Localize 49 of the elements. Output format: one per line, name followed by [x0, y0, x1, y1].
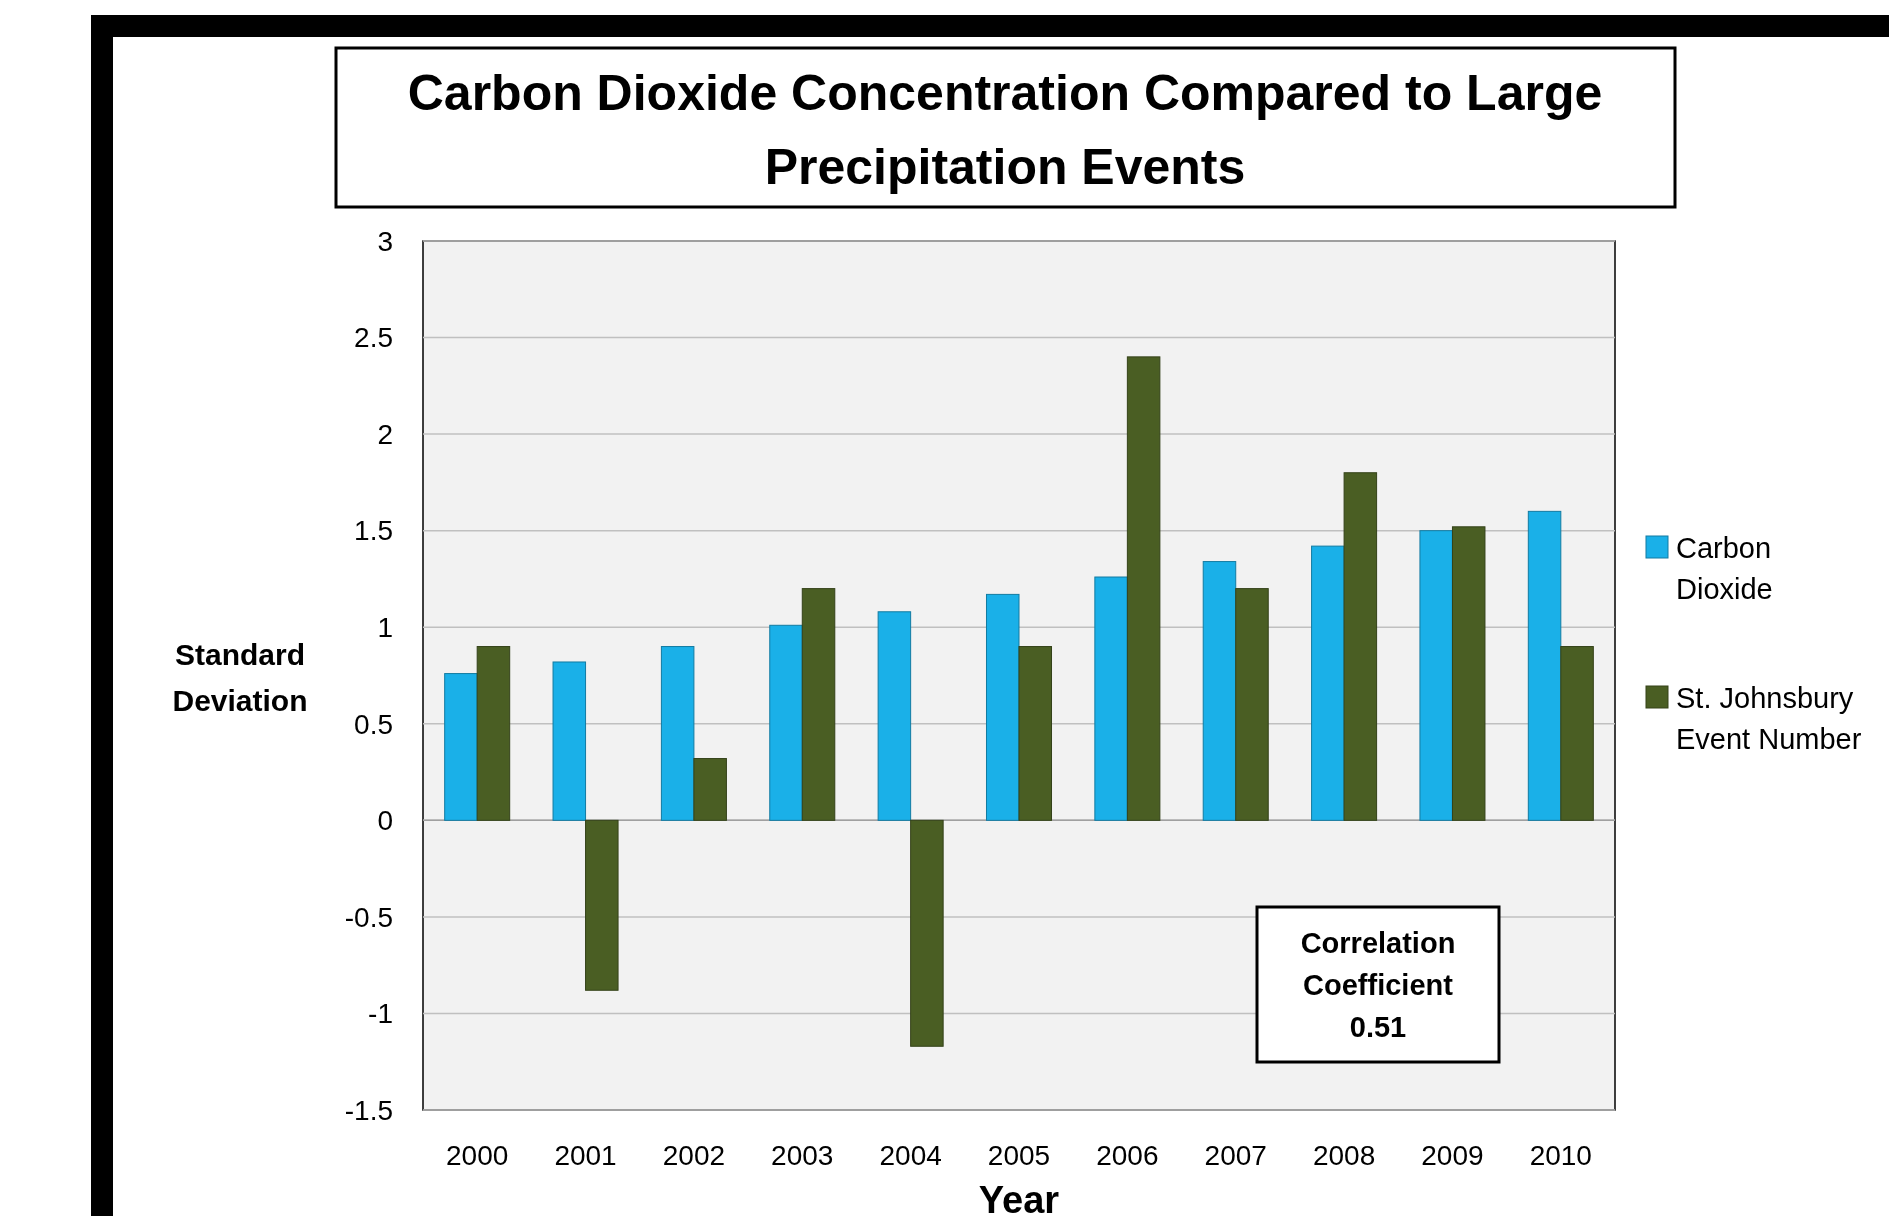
y-tick-label: 0.5 — [354, 708, 393, 740]
y-tick-label: -1 — [368, 998, 393, 1030]
bar — [1126, 356, 1161, 821]
x-tick-label: 2008 — [1312, 1140, 1376, 1171]
bar — [1311, 545, 1345, 821]
y-tick-label: 0 — [377, 805, 393, 837]
bar — [769, 624, 803, 821]
legend-label: Carbon Dioxide — [1676, 532, 1773, 605]
bar — [877, 611, 912, 821]
x-tick-label: 2009 — [1421, 1140, 1484, 1171]
bar — [1202, 561, 1237, 821]
x-tick-label: 2001 — [554, 1140, 617, 1171]
bar — [1094, 576, 1128, 821]
bar — [1235, 588, 1269, 821]
x-axis-title: Year — [978, 1179, 1060, 1216]
y-tick-label: -0.5 — [344, 901, 393, 933]
legend-label: St. Johnsbury Event Number — [1676, 682, 1862, 755]
bar — [1451, 526, 1486, 821]
y-tick-label: 1 — [377, 612, 393, 644]
bar — [444, 673, 478, 821]
bar — [693, 758, 727, 821]
y-tick-label: 2 — [377, 418, 393, 450]
bar — [1560, 646, 1594, 821]
x-tick-label: 2004 — [879, 1140, 942, 1171]
bar — [660, 646, 695, 821]
x-tick-label: 2005 — [987, 1140, 1051, 1171]
bar — [910, 819, 944, 1047]
y-tick-label: 1.5 — [354, 515, 393, 547]
bar — [985, 593, 1020, 821]
x-tick-label: 2006 — [1096, 1140, 1159, 1171]
bar — [801, 588, 836, 821]
annotation: Correlation Coefficient 0.51 — [1300, 927, 1456, 1043]
x-tick-label: 2007 — [1204, 1140, 1267, 1171]
chart-title: Carbon Dioxide Concentration Compared to Large Precipitation Events — [407, 65, 1603, 195]
bar — [585, 819, 619, 991]
y-tick-label: -1.5 — [344, 1094, 393, 1126]
bar — [1527, 510, 1562, 821]
x-tick-label: 2010 — [1529, 1140, 1592, 1171]
x-tick-label: 2002 — [662, 1140, 726, 1171]
bar — [1419, 530, 1453, 821]
bar — [1018, 646, 1053, 821]
bar — [476, 646, 511, 821]
y-tick-label: 2.5 — [354, 322, 393, 354]
y-tick-label: 3 — [377, 225, 393, 257]
x-tick-label: 2000 — [446, 1140, 509, 1171]
bar — [552, 661, 587, 821]
x-tick-label: 2003 — [771, 1140, 834, 1171]
y-axis-title: Standard Deviation — [172, 638, 308, 717]
bar — [1343, 472, 1378, 821]
